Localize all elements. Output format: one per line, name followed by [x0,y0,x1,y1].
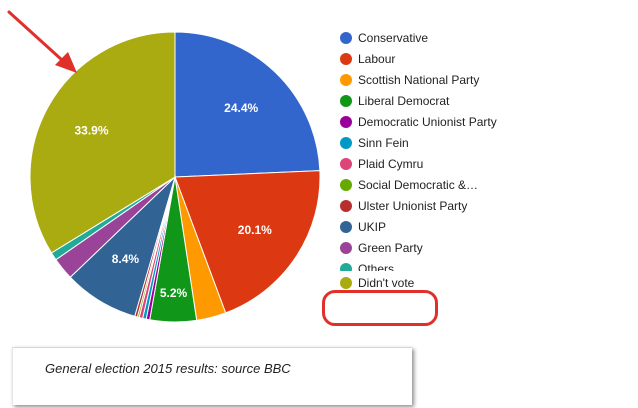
legend-label: Others [358,262,395,271]
legend-label: Conservative [358,31,429,45]
pie-chart: 24.4% 20.1% 5.2% 8.4% 33.9% [29,31,321,323]
legend-swatch [340,277,352,289]
legend-item-democratic-unionist-party: Democratic Unionist Party [340,115,540,129]
legend-swatch [340,242,352,254]
slice-label-didn-t-vote: 33.9% [74,123,108,137]
legend-label: Scottish National Party [358,73,480,87]
pie-slice-labour [174,170,321,314]
pie-slice-labels: 24.4% 20.1% 5.2% 8.4% 33.9% [74,101,272,300]
legend-item-sinn-fein: Sinn Fein [340,136,540,150]
legend-label: Liberal Democrat [358,94,450,108]
legend-swatch [340,221,352,233]
pie-slices [29,31,321,323]
legend-swatch [340,179,352,191]
chart-legend: Conservative Labour Scottish National Part… [340,31,540,290]
highlight-ring [322,290,438,326]
legend-swatch [340,53,352,65]
legend-label: Sinn Fein [358,136,409,150]
slice-label-ukip: 8.4% [112,252,140,266]
legend-swatch [340,116,352,128]
legend-label: Didn't vote [358,276,415,290]
legend-item-didn-t-vote: Didn't vote [340,276,540,290]
legend-label: Plaid Cymru [358,157,424,171]
pie-slice-didn-t-vote [29,31,176,254]
arrow-head [55,52,77,73]
slice-label-liberal-democrat: 5.2% [160,286,188,300]
caption-box: General election 2015 results: source BB… [12,347,412,405]
arrow-shaft [7,10,64,62]
legend-label: UKIP [358,220,387,234]
legend-item-ulster-unionist-party: Ulster Unionist Party [340,199,540,213]
legend-item-green-party: Green Party [340,241,540,255]
legend-label: Democratic Unionist Party [358,115,497,129]
legend-label: Labour [358,52,396,66]
legend-item-labour: Labour [340,52,540,66]
chart-caption: General election 2015 results: source BB… [45,361,291,376]
legend-swatch [340,137,352,149]
legend-label: Social Democratic &… [358,178,479,192]
slice-label-conservative: 24.4% [224,101,258,115]
legend-item-scottish-national-party: Scottish National Party [340,73,540,87]
red-arrow-annotation [7,10,77,73]
legend-swatch [340,32,352,44]
legend-swatch [340,95,352,107]
legend-swatch [340,74,352,86]
pie-slice-conservative [174,31,321,178]
legend-item-liberal-democrat: Liberal Democrat [340,94,540,108]
legend-swatch [340,200,352,212]
legend-item-conservative: Conservative [340,31,540,45]
legend-label: Ulster Unionist Party [358,199,468,213]
legend-item-ukip: UKIP [340,220,540,234]
legend-swatch [340,263,352,271]
legend-item-others: Others [340,262,540,271]
legend-swatch [340,158,352,170]
legend-item-plaid-cymru: Plaid Cymru [340,157,540,171]
legend-item-social-democratic: Social Democratic &… [340,178,540,192]
slice-label-labour: 20.1% [238,223,272,237]
legend-label: Green Party [358,241,423,255]
